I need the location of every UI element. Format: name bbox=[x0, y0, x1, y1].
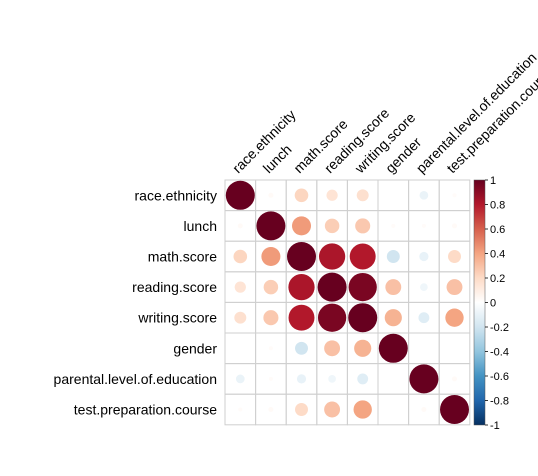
colorbar-tick-label: -0.4 bbox=[490, 347, 509, 359]
correlation-circle bbox=[237, 223, 243, 229]
correlation-circle bbox=[440, 395, 469, 424]
grid-cell bbox=[438, 393, 471, 426]
colorbar-tick-label: 0 bbox=[490, 298, 496, 310]
correlation-circle bbox=[445, 308, 464, 327]
correlation-circle bbox=[317, 303, 347, 332]
correlation-circle bbox=[268, 376, 273, 381]
correlation-circle bbox=[268, 406, 274, 413]
correlation-circle bbox=[296, 374, 307, 384]
correlation-circle bbox=[328, 375, 336, 383]
correlation-circle bbox=[238, 407, 243, 412]
colorbar-tick-label: 0.4 bbox=[490, 249, 505, 261]
correlation-circle bbox=[256, 211, 286, 241]
correlation-circle bbox=[421, 406, 427, 413]
correlation-circle bbox=[263, 310, 279, 326]
correlation-circle bbox=[348, 303, 378, 333]
correlation-circle bbox=[294, 188, 309, 203]
correlation-circle bbox=[295, 341, 308, 355]
row-label: gender bbox=[173, 340, 217, 356]
correlation-circle bbox=[234, 281, 246, 293]
correlation-circles bbox=[225, 180, 469, 424]
colorbar-tick-label: -1 bbox=[490, 420, 500, 432]
correlation-circle bbox=[234, 311, 247, 324]
correlation-circle bbox=[421, 223, 426, 228]
correlation-circle bbox=[357, 373, 369, 385]
correlation-circle bbox=[317, 272, 347, 302]
colorbar-tick-label: 0.6 bbox=[490, 224, 505, 236]
correlation-circle bbox=[384, 309, 402, 327]
correlation-circle bbox=[418, 312, 430, 324]
row-label: math.score bbox=[148, 249, 217, 265]
correlation-circle bbox=[409, 364, 439, 394]
colorbar-tick-label: 0.8 bbox=[490, 200, 505, 212]
correlation-circle bbox=[356, 189, 369, 202]
correlation-circle bbox=[288, 304, 315, 331]
row-label: writing.score bbox=[137, 310, 217, 326]
correlation-circle bbox=[233, 249, 248, 264]
row-label: test.preparation.course bbox=[74, 402, 217, 418]
colorbar-gradient bbox=[473, 179, 486, 426]
correlation-circle bbox=[420, 283, 428, 291]
correlation-circle bbox=[268, 192, 274, 198]
row-label: reading.score bbox=[132, 279, 217, 295]
correlation-circle bbox=[291, 216, 312, 236]
correlation-circle bbox=[324, 218, 340, 234]
correlation-circle bbox=[446, 279, 463, 296]
correlation-circle bbox=[324, 401, 341, 418]
correlation-circle bbox=[452, 193, 457, 198]
correlation-circle bbox=[225, 180, 255, 210]
correlation-circle bbox=[419, 190, 429, 200]
row-label: lunch bbox=[184, 218, 217, 234]
correlation-circle bbox=[261, 246, 281, 267]
correlation-circle bbox=[324, 340, 341, 357]
correlation-circle bbox=[295, 403, 308, 416]
correlation-circle bbox=[378, 333, 408, 363]
correlation-circle bbox=[287, 242, 316, 271]
row-label: race.ethnicity bbox=[135, 187, 217, 203]
colorbar: 1 0.8 0.6 0.4 0.2 0 -0.2 -0.4 -0.6 -0.8 -1 bbox=[473, 175, 509, 432]
correlation-circle bbox=[348, 272, 377, 302]
correlation-circle bbox=[288, 273, 315, 301]
colorbar-tick-label: -0.2 bbox=[490, 322, 509, 334]
correlation-circle bbox=[355, 218, 371, 234]
correlation-circle bbox=[385, 279, 402, 296]
correlation-circle bbox=[451, 376, 458, 382]
correlation-circle bbox=[354, 339, 372, 357]
correlation-circle bbox=[349, 243, 376, 270]
correlation-circle bbox=[391, 223, 396, 228]
correlation-circle bbox=[451, 223, 458, 229]
row-labels: race.ethnicity lunch math.score reading.sco… bbox=[54, 187, 218, 417]
colorbar-tick-label: -0.6 bbox=[490, 371, 509, 383]
correlation-circle bbox=[318, 243, 346, 270]
row-label: parental.level.of.education bbox=[54, 371, 217, 387]
correlation-circle bbox=[263, 279, 279, 295]
correlation-circle bbox=[448, 250, 461, 263]
colorbar-tick-label: 0.2 bbox=[490, 273, 505, 285]
colorbar-tick-label: -0.8 bbox=[490, 396, 509, 408]
correlation-circle bbox=[268, 346, 273, 351]
grid bbox=[224, 179, 471, 426]
correlation-circle bbox=[419, 251, 429, 262]
correlation-circle bbox=[235, 374, 245, 384]
correlation-circle bbox=[326, 189, 338, 201]
correlation-circle bbox=[353, 400, 372, 419]
correlation-circle bbox=[386, 250, 400, 263]
colorbar-tick-label: 1 bbox=[490, 175, 496, 187]
